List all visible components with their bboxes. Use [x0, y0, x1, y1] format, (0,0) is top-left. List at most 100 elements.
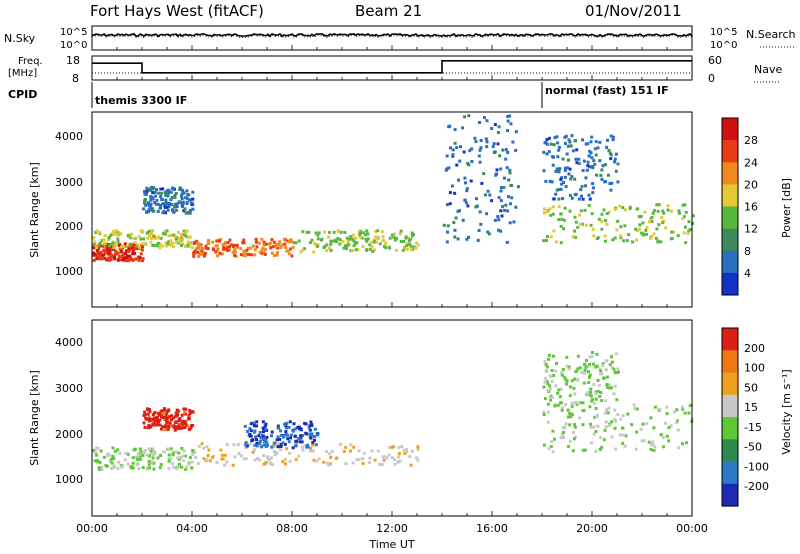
velocity-cell [148, 408, 151, 411]
velocity-cell [607, 424, 611, 428]
velocity-cell [548, 384, 552, 388]
velocity-cell [572, 386, 576, 390]
velocity-cell [597, 383, 601, 387]
velocity-cell [284, 462, 287, 466]
power-colorbar-frame [721, 117, 739, 296]
power-cell [562, 181, 565, 184]
power-cell [198, 253, 202, 257]
power-cell [613, 236, 617, 240]
power-cell [178, 188, 182, 191]
power-cell [684, 225, 687, 229]
power-cell [140, 248, 144, 252]
power-cell [634, 227, 638, 231]
velocity-cell [273, 444, 277, 448]
power-cell [124, 251, 128, 255]
velocity-cell [279, 442, 283, 446]
velocity-cell [253, 458, 257, 462]
power-cell [584, 223, 588, 227]
velocity-cell [185, 465, 189, 469]
velocity-cell [167, 447, 171, 451]
power-cell [102, 238, 106, 242]
velocity-cell [165, 420, 169, 424]
xtick-2000: 20:00 [576, 522, 608, 535]
velocity-cell [357, 449, 361, 453]
power-cell [683, 203, 687, 207]
power-colorbar-segment [722, 272, 738, 296]
velocity-colorbar-tick: -50 [744, 441, 762, 454]
velocity-cell [590, 355, 594, 359]
velocity-cell [370, 449, 374, 453]
velocity-cell [261, 430, 265, 434]
velocity-cell [174, 425, 178, 429]
power-cell [149, 240, 153, 244]
power-cell [249, 246, 253, 250]
power-cell [463, 115, 467, 119]
power-cell [351, 233, 355, 237]
power-cell [147, 208, 151, 212]
velocity-cell [93, 459, 97, 463]
velocity-cell [339, 442, 342, 446]
velocity-cell [574, 370, 578, 373]
power-cell [580, 194, 583, 198]
power-colorbar-label: Power [dB] [780, 178, 793, 238]
power-cell [659, 240, 663, 244]
power-cell [455, 163, 459, 167]
velocity-cell [568, 439, 572, 443]
velocity-cell [256, 457, 259, 461]
power-cell [619, 236, 623, 240]
velocity-cell [94, 450, 98, 454]
power-cell [456, 209, 460, 213]
power-cell [509, 122, 513, 126]
power-cell [273, 254, 276, 257]
velocity-cell [145, 467, 149, 471]
power-cell [188, 208, 192, 212]
power-cell [497, 218, 501, 222]
power-cell [177, 230, 180, 234]
power-cell [473, 136, 477, 140]
power-cell [370, 240, 374, 244]
power-cell [120, 245, 123, 249]
power-cell [158, 246, 162, 250]
velocity-cell [647, 440, 651, 444]
power-cell [603, 234, 607, 238]
velocity-cell [193, 451, 197, 455]
power-cell [193, 241, 197, 245]
velocity-cell [602, 438, 606, 442]
velocity-cell [117, 460, 121, 464]
velocity-cell [601, 362, 605, 366]
power-cell [497, 228, 501, 232]
velocity-cell [309, 449, 313, 453]
power-cell [127, 247, 131, 251]
power-cell [479, 222, 483, 226]
power-cell [569, 144, 573, 148]
power-cell [557, 170, 561, 174]
power-cell [485, 119, 489, 123]
power-cell [143, 198, 147, 201]
velocity-cell [176, 456, 180, 460]
velocity-cell [177, 451, 181, 455]
power-cell [655, 203, 659, 207]
velocity-cell [171, 453, 175, 457]
velocity-cell [549, 387, 553, 391]
power-cell [493, 123, 497, 127]
velocity-cell [613, 384, 617, 388]
power-cell [196, 241, 200, 245]
velocity-cell [630, 423, 634, 427]
velocity-cell [182, 459, 186, 463]
velocity-cell [219, 448, 223, 452]
power-cell [328, 246, 331, 250]
power-cell [506, 129, 509, 133]
velocity-cell [612, 392, 616, 396]
velocity-cell [133, 448, 137, 452]
power-cell [410, 231, 414, 235]
power-cell [641, 221, 645, 225]
velocity-cell [588, 355, 592, 359]
power-cell [102, 248, 106, 252]
velocity-cell [542, 410, 546, 414]
power-cell [600, 212, 604, 216]
power-cell [645, 232, 648, 236]
velocity-cell [258, 458, 262, 462]
velocity-panel-bg [92, 320, 692, 516]
velocity-cell [161, 425, 165, 429]
power-cell [453, 235, 457, 239]
